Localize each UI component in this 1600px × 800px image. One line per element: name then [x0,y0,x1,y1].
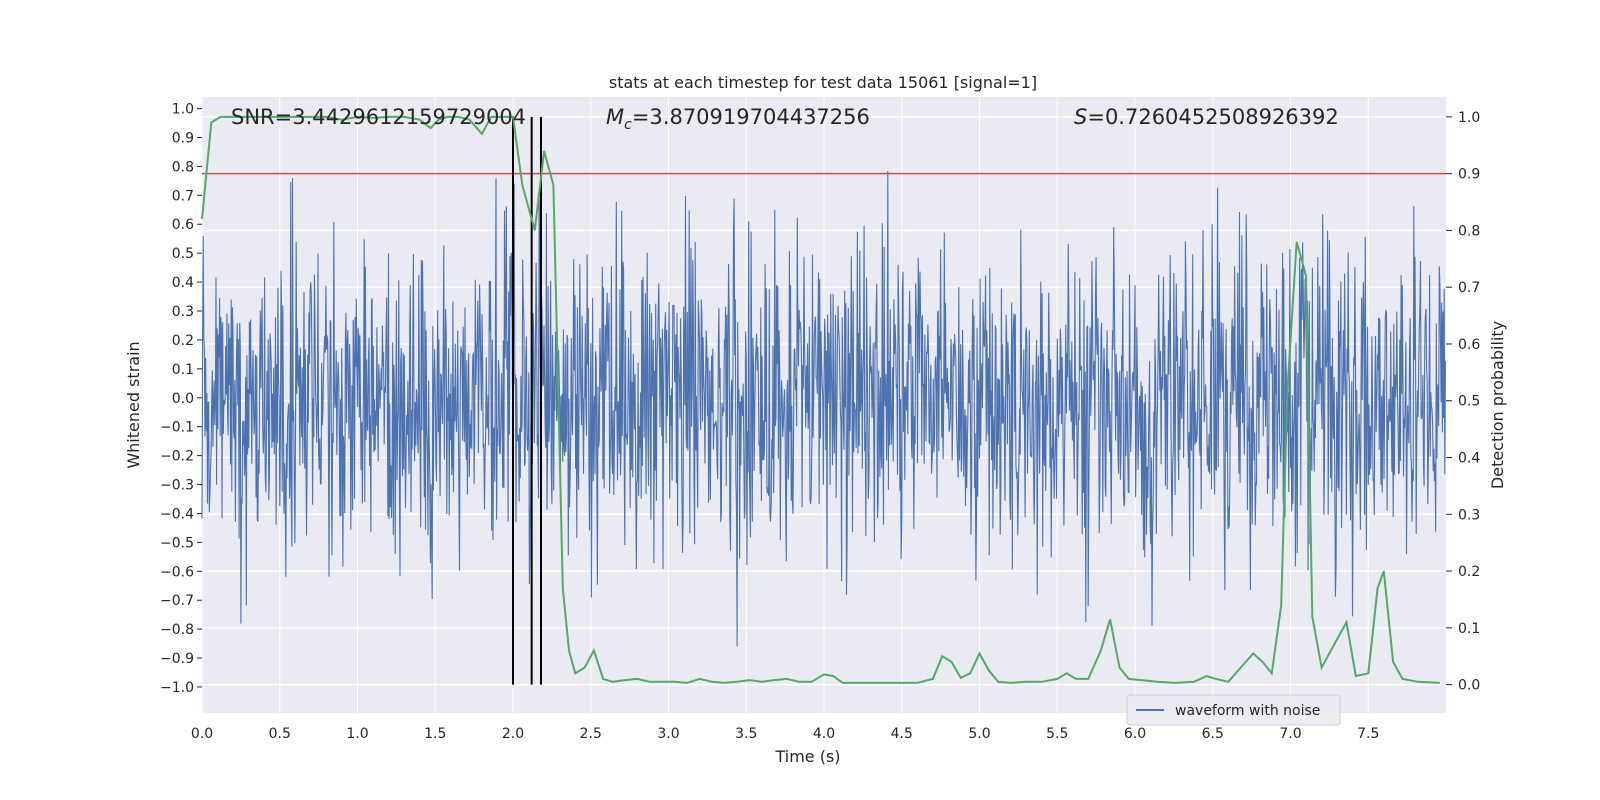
chirp-mass-symbol: M [606,105,624,129]
x-tick-label: 5.5 [1046,726,1068,742]
y-right-axis-label: Detection probability [1488,321,1507,489]
y-right-tick-label: 0.1 [1458,621,1480,637]
x-tick-label: 4.5 [891,726,913,742]
y-right-axis-ticks: 1.0 0.9 0.8 0.7 0.6 0.5 0.4 0.3 0.2 0.1 0.0 [1446,110,1480,694]
s-value: =0.7260452508926392 [1087,105,1338,129]
y-right-tick-label: 1.0 [1458,110,1480,126]
y-left-tick-label: 1.0 [172,102,194,118]
x-tick-label: 2.0 [502,726,524,742]
x-tick-label: 0.5 [269,726,291,742]
y-left-tick-label: 0.6 [172,217,194,233]
vertical-markers [512,116,542,685]
chirp-mass-annotation: Mc=3.870919704437256 [606,105,870,133]
y-right-tick-label: 0.9 [1458,167,1480,183]
x-axis-ticks: 0.0 0.5 1.0 1.5 2.0 2.5 3.0 3.5 4.0 4.5 5.0 5.5 6.0 6… [191,726,1380,742]
y-left-tick-label: 0.8 [172,159,194,175]
y-right-tick-label: 0.3 [1458,507,1480,523]
y-left-tick-label: 0.3 [172,304,194,320]
legend-label: waveform with noise [1175,703,1320,719]
snr-annotation: SNR=3.4429612159729004 [231,105,526,129]
y-left-axis-ticks: 1.0 0.9 0.8 0.7 0.6 0.5 0.4 0.3 0.2 0.1 0.0 −0.1 −0.… [160,102,202,696]
y-left-tick-label: −0.4 [160,506,194,522]
y-right-tick-label: 0.0 [1458,678,1480,694]
y-left-tick-label: −0.3 [160,478,194,494]
x-tick-label: 1.0 [346,726,368,742]
x-tick-label: 6.5 [1202,726,1224,742]
y-left-tick-label: −0.9 [160,651,194,667]
y-right-tick-label: 0.2 [1458,564,1480,580]
x-tick-label: 2.5 [580,726,602,742]
y-left-tick-label: 0.9 [172,130,194,146]
y-left-tick-label: 0.0 [172,391,194,407]
y-left-tick-label: 0.1 [172,362,194,378]
x-tick-label: 0.0 [191,726,213,742]
legend-box [1126,694,1341,726]
x-tick-label: 7.5 [1357,726,1379,742]
x-tick-label: 5.0 [968,726,990,742]
y-left-tick-label: 0.4 [172,275,194,291]
y-left-tick-label: 0.5 [172,246,194,262]
x-tick-label: 6.0 [1124,726,1146,742]
chirp-mass-subscript: c [624,117,632,133]
chirp-mass-value: =3.870919704437256 [632,105,870,129]
y-left-tick-label: −0.2 [160,449,194,465]
y-left-tick-label: −0.7 [160,593,194,609]
y-left-tick-label: −0.5 [160,535,194,551]
y-right-tick-label: 0.6 [1458,337,1480,353]
y-left-tick-label: −0.8 [160,622,194,638]
y-right-tick-label: 0.4 [1458,451,1480,467]
x-tick-label: 7.0 [1279,726,1301,742]
waveform-with-noise-line [201,170,1446,647]
x-tick-label: 4.0 [813,726,835,742]
waveform-series [201,170,1446,647]
y-left-tick-label: −1.0 [160,680,194,696]
x-tick-label: 3.0 [657,726,679,742]
y-left-tick-label: 0.2 [172,333,194,349]
y-right-tick-label: 0.7 [1458,280,1480,296]
s-symbol: S [1074,105,1087,129]
y-left-tick-label: 0.7 [172,188,194,204]
x-tick-label: 3.5 [735,726,757,742]
legend: waveform with noise [1126,694,1341,726]
s-annotation: S=0.7260452508926392 [1074,105,1339,129]
y-left-tick-label: −0.1 [160,420,194,436]
chart-title: stats at each timestep for test data 150… [609,73,1037,92]
x-axis-label: Time (s) [774,747,840,766]
y-right-tick-label: 0.5 [1458,394,1480,410]
detection-probability-line [201,115,1440,684]
y-left-axis-label: Whitened strain [124,341,143,468]
y-right-tick-label: 0.8 [1458,223,1480,239]
x-tick-label: 1.5 [424,726,446,742]
y-left-tick-label: −0.6 [160,564,194,580]
